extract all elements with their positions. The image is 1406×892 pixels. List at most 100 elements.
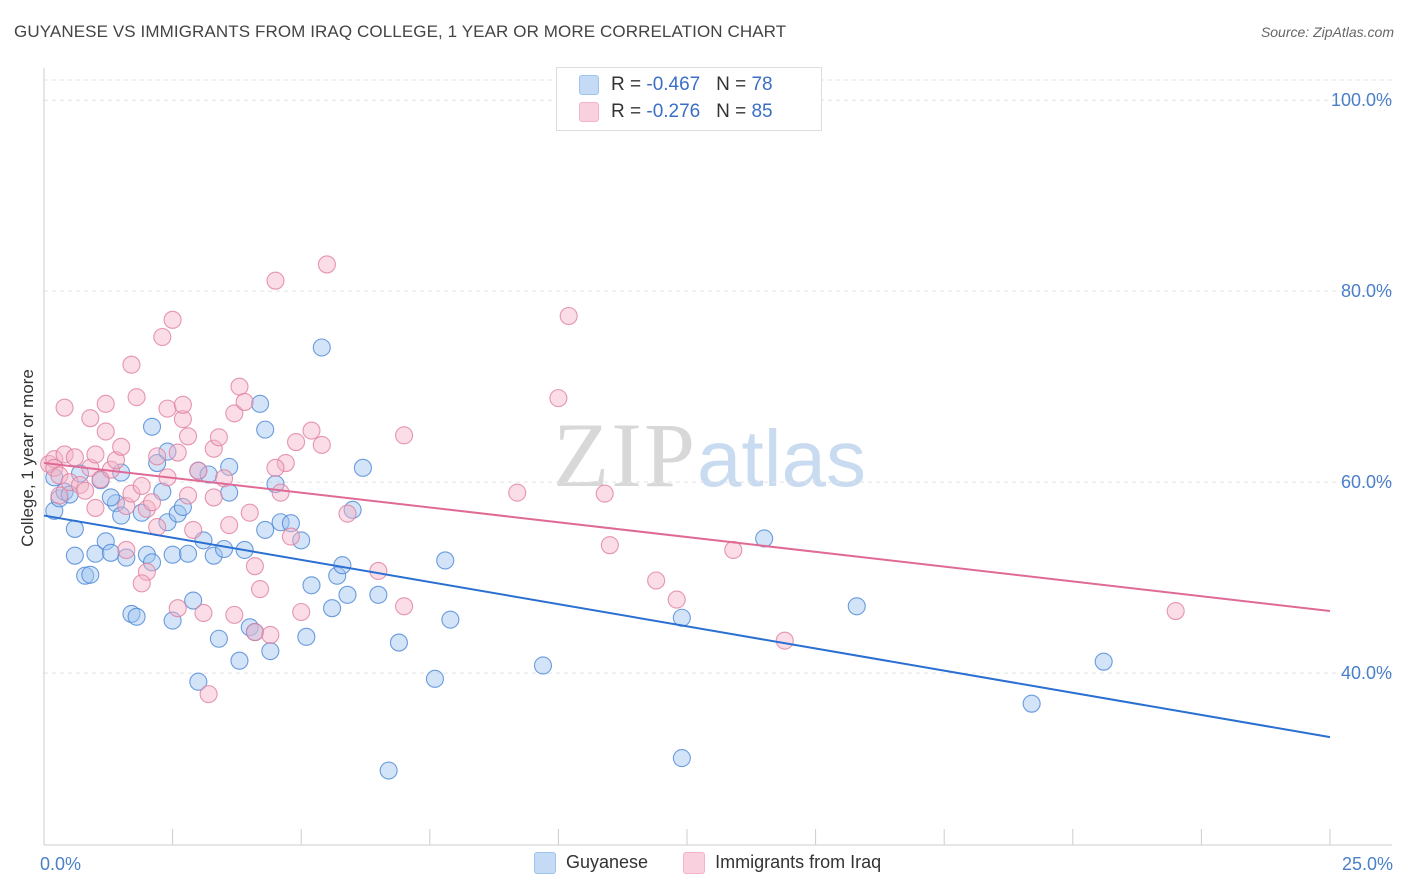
point-iraq	[173, 410, 192, 429]
point-guyanese	[86, 544, 105, 563]
point-guyanese	[199, 465, 218, 484]
point-iraq	[132, 476, 151, 496]
point-iraq	[209, 428, 228, 447]
point-iraq	[168, 443, 187, 462]
legend-swatch-guyanese	[579, 74, 599, 95]
point-iraq	[250, 580, 270, 599]
point-iraq	[775, 631, 794, 650]
legend-swatch-iraq	[579, 101, 599, 122]
point-iraq	[395, 426, 414, 445]
point-iraq	[271, 483, 290, 502]
point-guyanese	[256, 420, 275, 439]
point-iraq	[549, 389, 568, 408]
point-iraq	[287, 432, 306, 452]
point-guyanese	[338, 585, 357, 604]
point-iraq	[148, 517, 167, 537]
watermark-zip: ZIP	[553, 404, 697, 506]
legend-row-iraq: R = -0.276 N = 85	[579, 101, 773, 125]
watermark-atlas: atlas	[697, 414, 866, 503]
point-iraq	[65, 448, 84, 467]
point-guyanese	[1094, 652, 1113, 671]
series-swatch-iraq	[683, 852, 706, 875]
point-iraq	[240, 503, 259, 522]
point-guyanese	[755, 529, 774, 548]
point-iraq	[369, 561, 388, 581]
x-tick-label: 0.0%	[40, 854, 81, 874]
point-iraq	[122, 355, 141, 374]
y-tick-label: 40.0%	[1341, 663, 1392, 683]
point-guyanese	[292, 531, 311, 550]
point-guyanese	[425, 669, 444, 688]
point-guyanese	[847, 597, 866, 616]
point-iraq	[600, 536, 619, 555]
point-guyanese	[214, 539, 234, 559]
point-iraq	[667, 590, 686, 609]
legend-r-value: -0.276	[646, 101, 701, 122]
point-iraq	[168, 599, 187, 618]
point-guyanese	[323, 599, 342, 618]
series-legend-guyanese: Guyanese	[534, 852, 649, 875]
point-guyanese	[328, 566, 347, 585]
point-iraq	[86, 445, 105, 464]
legend-r-label: R =	[611, 101, 647, 122]
series-label-guyanese: Guyanese	[566, 852, 649, 873]
legend-n-value: 78	[751, 74, 773, 95]
point-iraq	[395, 597, 414, 616]
point-guyanese	[117, 548, 136, 567]
point-iraq	[312, 435, 331, 454]
point-iraq	[132, 574, 151, 593]
point-guyanese	[230, 651, 249, 670]
point-guyanese	[173, 497, 192, 517]
point-guyanese	[127, 607, 146, 626]
point-iraq	[189, 461, 208, 480]
point-iraq	[173, 395, 192, 414]
y-axis-label: College, 1 year or more	[18, 369, 37, 547]
point-guyanese	[441, 610, 460, 629]
point-guyanese	[209, 629, 228, 648]
point-guyanese	[101, 543, 120, 562]
point-guyanese	[261, 642, 280, 661]
point-iraq	[163, 310, 182, 329]
series-label-iraq: Immigrants from Iraq	[715, 852, 882, 873]
point-iraq	[508, 483, 527, 502]
point-iraq	[81, 409, 100, 428]
point-iraq	[142, 493, 162, 512]
point-guyanese	[672, 749, 691, 768]
point-guyanese	[65, 519, 84, 538]
point-iraq	[86, 498, 105, 517]
point-iraq	[595, 484, 614, 503]
point-guyanese	[148, 453, 167, 473]
series-legend-iraq: Immigrants from Iraq	[683, 852, 882, 875]
point-guyanese	[1022, 694, 1041, 713]
point-guyanese	[163, 545, 182, 564]
point-guyanese	[204, 546, 223, 565]
point-guyanese	[189, 672, 208, 691]
point-iraq	[276, 453, 295, 473]
x-tick-label: 25.0%	[1342, 854, 1393, 874]
point-guyanese	[112, 506, 131, 525]
legend-r-value: -0.467	[646, 74, 701, 95]
point-iraq	[338, 504, 357, 523]
point-iraq	[266, 271, 285, 290]
point-guyanese	[250, 394, 270, 413]
point-iraq	[302, 421, 321, 440]
point-guyanese	[389, 633, 408, 652]
point-iraq	[148, 447, 167, 466]
chart-title: GUYANESE VS IMMIGRANTS FROM IRAQ COLLEGE…	[14, 22, 787, 41]
point-iraq	[55, 398, 74, 417]
point-iraq	[127, 388, 146, 407]
point-guyanese	[142, 553, 162, 572]
point-iraq	[245, 623, 264, 642]
point-iraq	[266, 458, 285, 477]
y-tick-label: 100.0%	[1331, 90, 1392, 110]
point-guyanese	[369, 585, 388, 604]
point-iraq	[194, 603, 213, 623]
point-guyanese	[436, 551, 455, 570]
point-iraq	[245, 557, 264, 576]
point-iraq	[55, 445, 74, 464]
point-iraq	[76, 481, 95, 500]
point-iraq	[60, 473, 79, 492]
legend-n-label: N =	[716, 101, 752, 122]
series-legend: Guyanese Immigrants from Iraq	[534, 852, 911, 875]
